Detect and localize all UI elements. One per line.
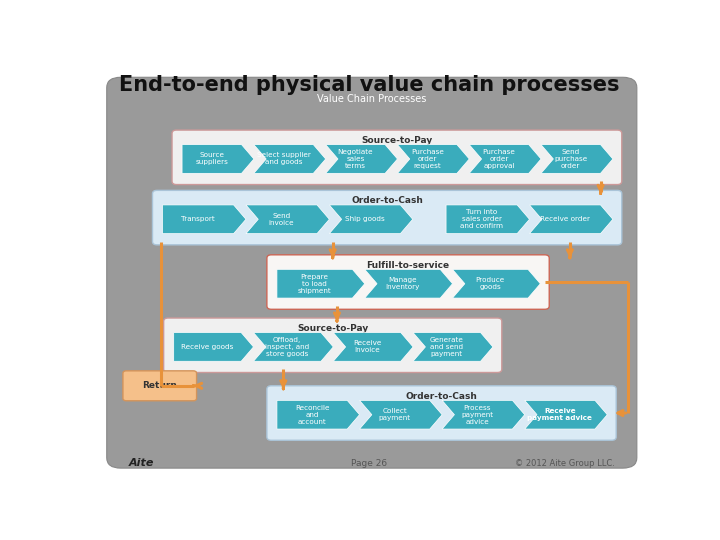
Polygon shape [277,269,365,298]
Text: Source-to-Pay: Source-to-Pay [297,324,369,333]
Polygon shape [325,145,397,173]
Text: Negotiate
sales
terms: Negotiate sales terms [338,149,373,169]
Polygon shape [174,333,253,361]
Text: Page 26: Page 26 [351,459,387,468]
Text: Order-to-Cash: Order-to-Cash [405,392,477,401]
Text: © 2012 Aite Group LLC.: © 2012 Aite Group LLC. [515,459,615,468]
FancyBboxPatch shape [267,386,616,440]
Text: Receive order: Receive order [540,216,590,222]
Text: Prepare
to load
shipment: Prepare to load shipment [298,274,331,294]
Text: Manage
Inventory: Manage Inventory [385,277,420,290]
Text: Process
payment
advice: Process payment advice [462,404,493,424]
Polygon shape [452,269,540,298]
Text: Source-to-Pay: Source-to-Pay [361,136,433,145]
Polygon shape [413,333,493,361]
Text: Send
purchase
order: Send purchase order [554,149,588,169]
Text: Collect
payment: Collect payment [379,408,410,421]
Text: Source
suppliers: Source suppliers [195,152,228,165]
Text: Value Chain Processes: Value Chain Processes [317,94,426,104]
Text: Select supplier
and goods: Select supplier and goods [256,152,310,165]
FancyBboxPatch shape [153,191,622,245]
Text: Generate
and send
payment: Generate and send payment [430,337,464,357]
Text: Offload,
inspect, and
store goods: Offload, inspect, and store goods [265,337,310,357]
Polygon shape [254,145,325,173]
Polygon shape [446,205,529,234]
Polygon shape [359,400,442,429]
Polygon shape [365,269,452,298]
Polygon shape [163,205,246,234]
Polygon shape [182,145,254,173]
Text: Purchase
order
approval: Purchase order approval [482,149,516,169]
Polygon shape [333,333,413,361]
Text: Receive
Invoice: Receive Invoice [353,340,381,353]
Text: Aite: Aite [129,458,154,468]
Text: Reconcile
and
account: Reconcile and account [294,404,329,424]
Polygon shape [329,205,413,234]
Text: Return: Return [143,381,177,390]
Text: Purchase
order
request: Purchase order request [410,149,444,169]
FancyBboxPatch shape [172,130,622,185]
Polygon shape [525,400,607,429]
Text: Fulfill-to-service: Fulfill-to-service [366,261,449,269]
Polygon shape [529,205,613,234]
Polygon shape [541,145,613,173]
Polygon shape [246,205,329,234]
FancyBboxPatch shape [123,371,197,401]
Text: Ship goods: Ship goods [345,216,384,222]
Polygon shape [397,145,469,173]
Polygon shape [442,400,525,429]
Text: Order-to-Cash: Order-to-Cash [351,196,423,205]
Text: Send
invoice: Send invoice [269,213,294,226]
Polygon shape [469,145,541,173]
Polygon shape [277,400,359,429]
Text: Receive goods: Receive goods [181,344,233,350]
Text: Produce
goods: Produce goods [476,277,505,290]
FancyBboxPatch shape [107,77,637,468]
Text: Transport: Transport [181,216,215,222]
Text: Turn into
sales order
and confirm: Turn into sales order and confirm [460,210,503,230]
Text: End-to-end physical value chain processes: End-to-end physical value chain processe… [119,75,619,95]
FancyBboxPatch shape [267,255,549,309]
Text: Receive
payment advice: Receive payment advice [527,408,593,421]
Polygon shape [253,333,333,361]
FancyBboxPatch shape [163,318,502,373]
